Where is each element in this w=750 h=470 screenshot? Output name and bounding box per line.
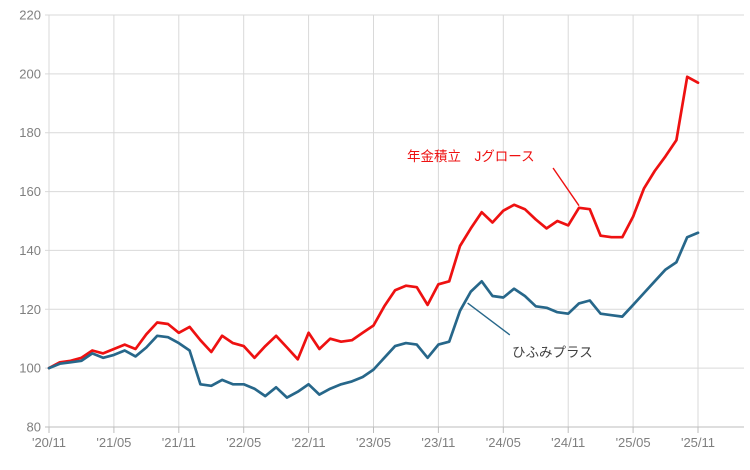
x-tick-label: '24/11 bbox=[551, 435, 585, 450]
x-tick-label: '25/11 bbox=[681, 435, 715, 450]
y-tick-label: 180 bbox=[19, 125, 41, 140]
jgrowth-leader-line bbox=[552, 167, 580, 207]
x-tick-label: '20/11 bbox=[32, 435, 66, 450]
y-tick-label: 140 bbox=[19, 243, 41, 258]
x-tick-label: '23/11 bbox=[421, 435, 455, 450]
x-tick-label: '21/05 bbox=[96, 435, 131, 450]
y-tick-label: 120 bbox=[19, 302, 41, 317]
jgrowth-series-line bbox=[47, 75, 700, 370]
x-tick-label: '23/05 bbox=[356, 435, 391, 450]
x-tick-label: '25/05 bbox=[616, 435, 651, 450]
x-tick-label: '22/11 bbox=[292, 435, 326, 450]
jgrowth-annotation-label: 年金積立 Jグロース bbox=[407, 149, 535, 164]
y-tick-label: 160 bbox=[19, 184, 41, 199]
y-tick-label: 80 bbox=[27, 420, 41, 435]
y-tick-label: 220 bbox=[19, 8, 41, 23]
hifumi-annotation-label: ひふみプラス bbox=[512, 345, 593, 360]
x-tick-label: '21/11 bbox=[162, 435, 196, 450]
y-tick-label: 200 bbox=[19, 66, 41, 81]
x-tick-label: '22/05 bbox=[226, 435, 261, 450]
y-tick-label: 100 bbox=[19, 361, 41, 376]
hifumi-leader-line bbox=[467, 302, 511, 336]
hifumi-series-line bbox=[47, 231, 700, 399]
x-tick-label: '24/05 bbox=[486, 435, 521, 450]
